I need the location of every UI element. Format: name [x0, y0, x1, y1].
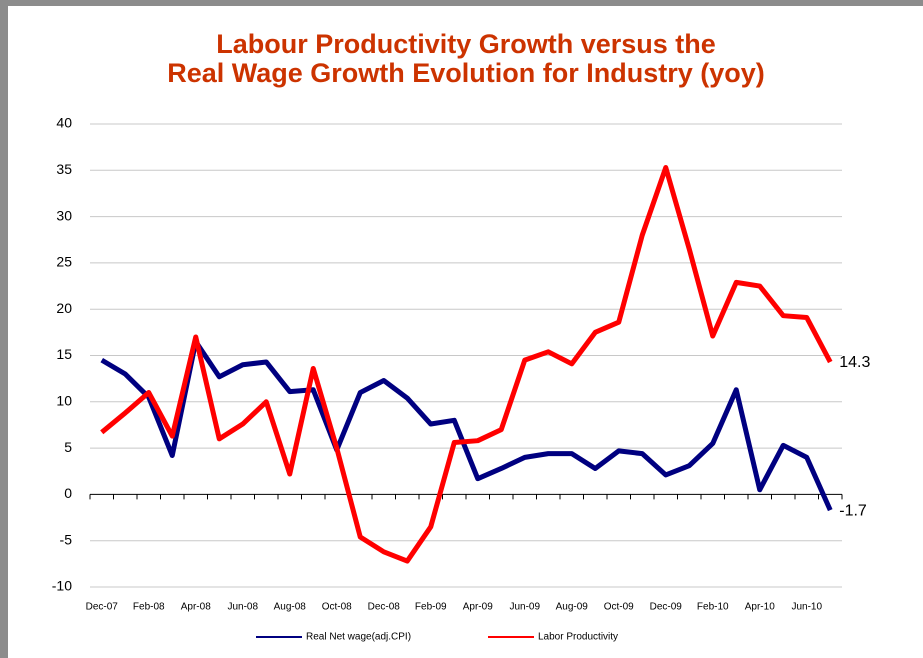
series-line — [100, 339, 833, 512]
x-tick-label: Aug-09 — [556, 602, 589, 613]
frame: Labour Productivity Growth versus the Re… — [8, 6, 923, 658]
x-tick-label: Jun-09 — [509, 602, 540, 613]
x-tick-label: Apr-09 — [463, 602, 493, 613]
legend-label: Real Net wage(adj.CPI) — [306, 632, 411, 643]
x-tick-label: Oct-08 — [322, 602, 352, 613]
series-line — [100, 165, 833, 564]
y-tick-label: 35 — [56, 161, 72, 177]
x-tick-label: Jun-08 — [227, 602, 258, 613]
legend-label: Labor Productivity — [538, 632, 618, 643]
x-tick-label: Dec-08 — [368, 602, 401, 613]
x-tick-label: Apr-08 — [181, 602, 211, 613]
y-tick-label: 25 — [56, 254, 72, 270]
y-tick-label: 30 — [56, 207, 72, 223]
y-tick-label: 15 — [56, 346, 72, 362]
chart: Labour Productivity Growth versus the Re… — [52, 29, 871, 643]
end-label: 14.3 — [839, 354, 870, 371]
x-tick-label: Feb-09 — [415, 602, 447, 613]
end-label: -1.7 — [839, 502, 867, 519]
y-tick-label: 0 — [64, 485, 72, 501]
x-tick-label: Dec-07 — [86, 602, 119, 613]
y-tick-label: 10 — [56, 393, 72, 409]
y-tick-label: 40 — [56, 115, 72, 131]
chart-title: Labour Productivity Growth versus the — [216, 29, 716, 59]
y-tick-label: -10 — [52, 578, 72, 594]
x-tick-label: Jun-10 — [791, 602, 822, 613]
x-tick-label: Feb-10 — [697, 602, 729, 613]
x-tick-label: Apr-10 — [745, 602, 775, 613]
y-tick-label: -5 — [60, 531, 73, 547]
y-tick-label: 5 — [64, 439, 72, 455]
x-tick-label: Dec-09 — [650, 602, 683, 613]
x-tick-label: Aug-08 — [274, 602, 307, 613]
y-tick-label: 20 — [56, 300, 72, 316]
chart-title: Real Wage Growth Evolution for Industry … — [167, 58, 765, 88]
x-tick-label: Oct-09 — [604, 602, 634, 613]
x-tick-label: Feb-08 — [133, 602, 165, 613]
